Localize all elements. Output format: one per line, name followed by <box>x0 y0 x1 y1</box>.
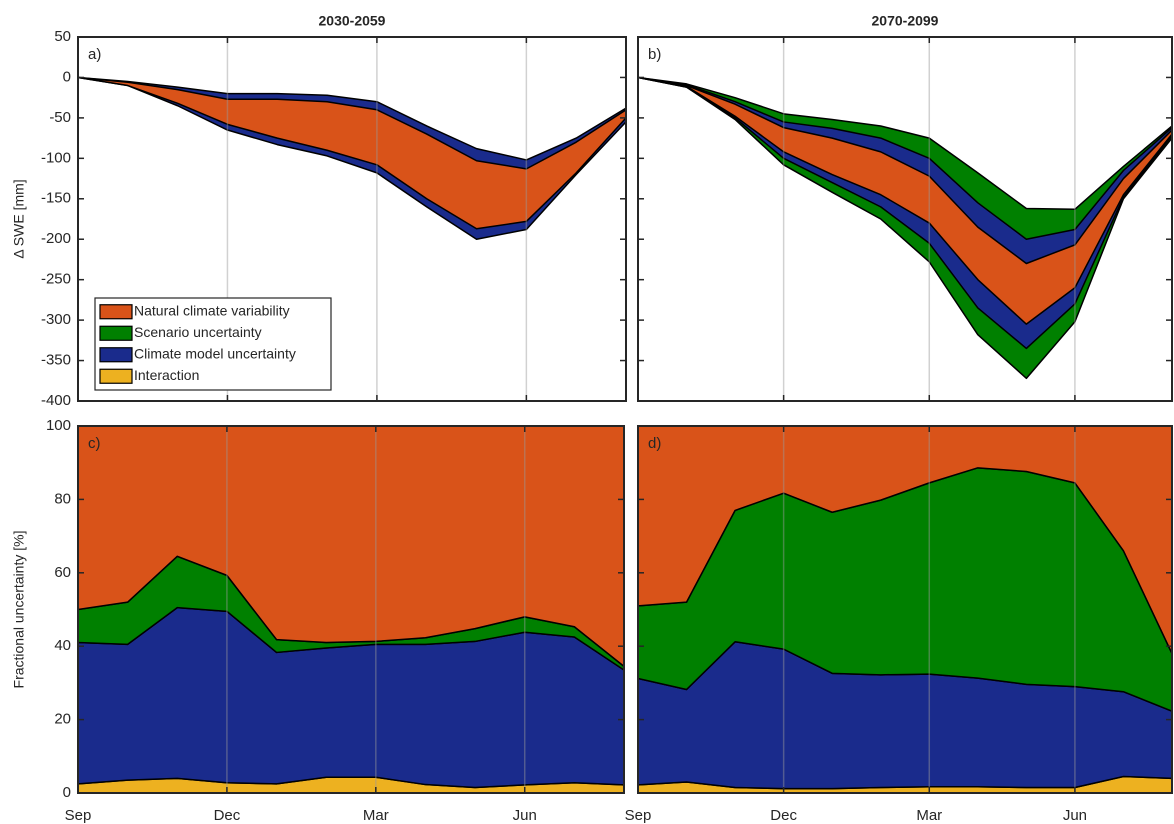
x-tick-label: Sep <box>625 807 652 824</box>
y-tick-label: 20 <box>54 711 71 728</box>
panel-label: a) <box>88 46 101 63</box>
panel-label: b) <box>648 46 661 63</box>
x-tick-label: Mar <box>916 807 942 824</box>
y-axis-label: Δ SWE [mm] <box>11 179 27 258</box>
legend-box <box>94 297 332 391</box>
plot-area <box>78 426 624 793</box>
x-tick-label: Dec <box>770 807 797 824</box>
y-tick-label: -300 <box>41 311 71 328</box>
stacked-area <box>78 426 624 668</box>
y-tick-label: -100 <box>41 149 71 166</box>
legend-label: Natural climate variability <box>134 302 290 318</box>
band-area <box>78 76 626 230</box>
legend-label: Interaction <box>134 367 199 383</box>
panel-label: d) <box>648 435 661 452</box>
y-tick-label: 0 <box>63 68 71 85</box>
legend-swatch <box>99 347 133 363</box>
y-tick-label: -250 <box>41 271 71 288</box>
panel-title: 2030-2059 <box>319 13 386 29</box>
legend-swatch <box>99 304 133 320</box>
y-tick-label: 50 <box>54 28 71 45</box>
y-tick-label: -150 <box>41 190 71 207</box>
x-tick-label: Dec <box>214 807 241 824</box>
stacked-area <box>638 426 1172 655</box>
y-tick-label: -200 <box>41 230 71 247</box>
y-tick-label: -400 <box>41 392 71 409</box>
plot-frame <box>637 36 1173 402</box>
y-tick-label: 100 <box>46 417 71 434</box>
x-tick-label: Sep <box>65 807 92 824</box>
y-axis-label: Fractional uncertainty [%] <box>11 531 27 689</box>
x-tick-label: Jun <box>513 807 537 824</box>
band-area <box>638 76 1172 325</box>
legend-swatch <box>99 325 133 341</box>
plot-frame <box>637 425 1173 794</box>
panel-label: c) <box>88 435 101 452</box>
y-tick-label: -50 <box>49 109 71 126</box>
plot-frame <box>77 36 627 402</box>
y-tick-label: 80 <box>54 490 71 507</box>
plot-area <box>638 76 1172 380</box>
y-tick-label: 40 <box>54 637 71 654</box>
plot-frame <box>77 425 625 794</box>
y-tick-label: -350 <box>41 352 71 369</box>
plot-area <box>78 76 626 240</box>
y-tick-label: 60 <box>54 564 71 581</box>
x-tick-label: Mar <box>363 807 389 824</box>
panel-title: 2070-2099 <box>872 13 939 29</box>
plot-area <box>638 426 1172 793</box>
legend-swatch <box>99 368 133 384</box>
y-tick-label: 0 <box>63 784 71 801</box>
x-tick-label: Jun <box>1063 807 1087 824</box>
legend-label: Scenario uncertainty <box>134 324 262 340</box>
legend-label: Climate model uncertainty <box>134 345 296 361</box>
